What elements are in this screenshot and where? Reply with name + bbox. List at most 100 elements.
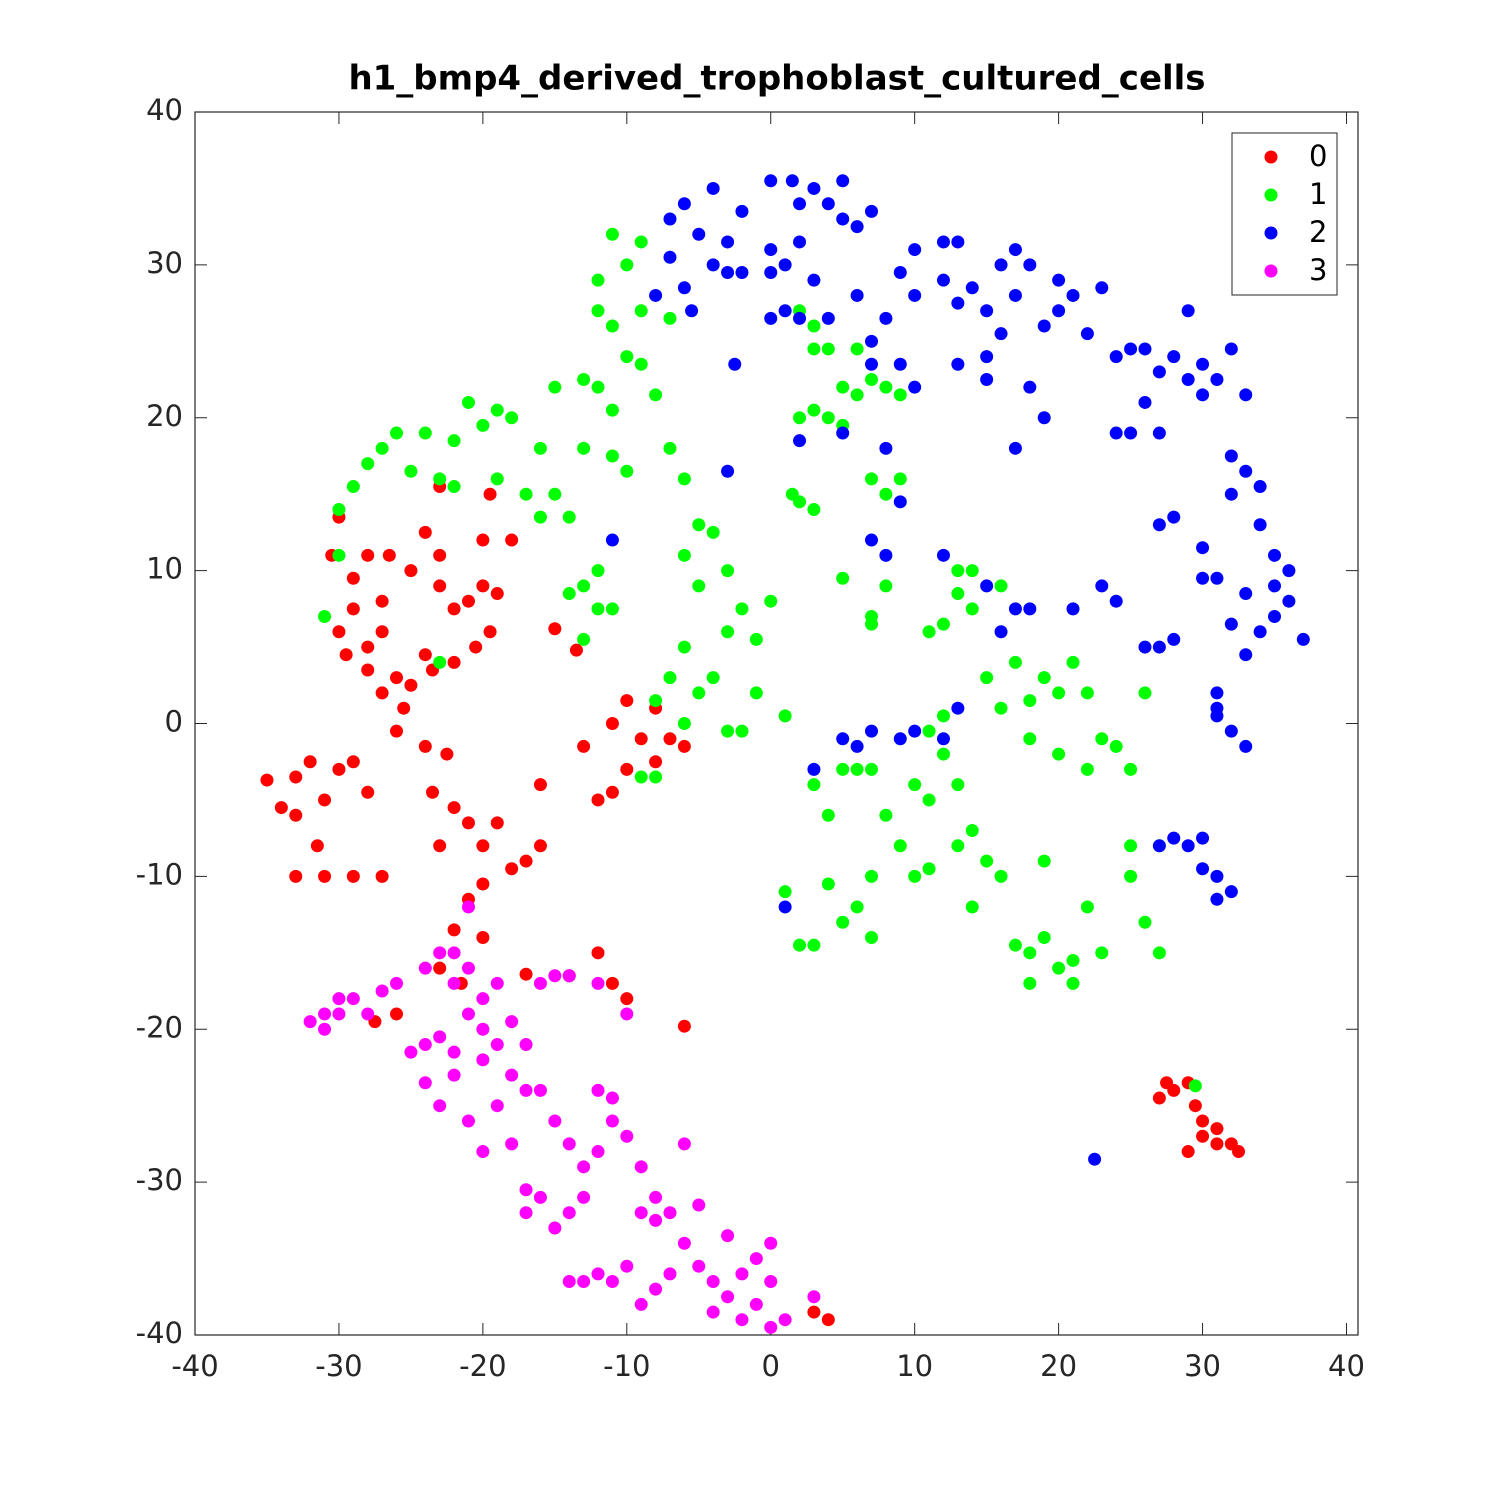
data-point bbox=[605, 976, 619, 990]
data-point bbox=[505, 411, 519, 425]
data-point bbox=[418, 1076, 432, 1090]
data-point bbox=[1138, 395, 1152, 409]
data-point bbox=[289, 869, 303, 883]
data-point bbox=[893, 266, 907, 280]
data-point bbox=[893, 839, 907, 853]
data-point bbox=[908, 288, 922, 302]
data-point bbox=[778, 258, 792, 272]
data-point bbox=[548, 380, 562, 394]
data-point bbox=[476, 877, 490, 891]
data-point bbox=[490, 587, 504, 601]
data-point bbox=[397, 701, 411, 715]
data-point bbox=[1066, 976, 1080, 990]
data-point bbox=[764, 1320, 778, 1334]
data-point bbox=[577, 632, 591, 646]
data-point bbox=[533, 510, 547, 524]
data-point bbox=[965, 564, 979, 578]
data-point bbox=[879, 548, 893, 562]
data-point bbox=[605, 319, 619, 333]
data-point bbox=[447, 946, 461, 960]
data-point bbox=[879, 579, 893, 593]
data-point bbox=[382, 548, 396, 562]
data-point bbox=[980, 579, 994, 593]
data-point bbox=[706, 258, 720, 272]
data-point bbox=[965, 900, 979, 914]
data-point bbox=[303, 1015, 317, 1029]
data-point bbox=[605, 1274, 619, 1288]
data-point bbox=[994, 579, 1008, 593]
data-point bbox=[1196, 1114, 1210, 1128]
data-point bbox=[836, 426, 850, 440]
data-point bbox=[390, 724, 404, 738]
data-point bbox=[994, 701, 1008, 715]
data-point bbox=[1008, 655, 1022, 669]
data-point bbox=[706, 1305, 720, 1319]
data-point bbox=[965, 824, 979, 838]
data-point bbox=[980, 854, 994, 868]
data-point bbox=[778, 900, 792, 914]
data-point bbox=[764, 243, 778, 257]
data-point bbox=[1080, 762, 1094, 776]
data-point bbox=[908, 243, 922, 257]
data-point bbox=[1066, 953, 1080, 967]
data-point bbox=[634, 235, 648, 249]
data-point bbox=[864, 533, 878, 547]
data-point bbox=[1239, 388, 1253, 402]
data-point bbox=[461, 900, 475, 914]
data-point bbox=[663, 250, 677, 264]
data-point bbox=[994, 258, 1008, 272]
data-point bbox=[821, 808, 835, 822]
data-point bbox=[1052, 273, 1066, 287]
data-point bbox=[533, 1083, 547, 1097]
data-point bbox=[1037, 411, 1051, 425]
data-point bbox=[677, 1137, 691, 1151]
x-tick-label: -30 bbox=[315, 1349, 362, 1383]
data-point bbox=[663, 441, 677, 455]
data-point bbox=[721, 724, 735, 738]
data-point bbox=[1152, 1091, 1166, 1105]
data-point bbox=[1224, 724, 1238, 738]
data-point bbox=[1023, 694, 1037, 708]
data-point bbox=[764, 594, 778, 608]
data-point bbox=[879, 311, 893, 325]
data-point bbox=[620, 1259, 634, 1273]
data-point bbox=[1052, 304, 1066, 318]
data-point bbox=[850, 900, 864, 914]
data-point bbox=[569, 643, 583, 657]
data-point bbox=[390, 1007, 404, 1021]
data-point bbox=[591, 946, 605, 960]
data-point bbox=[778, 304, 792, 318]
data-point bbox=[519, 854, 533, 868]
data-point bbox=[677, 281, 691, 295]
data-point bbox=[836, 380, 850, 394]
legend-box bbox=[1231, 132, 1338, 296]
data-point bbox=[951, 778, 965, 792]
data-point bbox=[605, 785, 619, 799]
data-point bbox=[677, 472, 691, 486]
data-point bbox=[375, 441, 389, 455]
data-point bbox=[1095, 579, 1109, 593]
data-point bbox=[1138, 915, 1152, 929]
data-point bbox=[649, 1213, 663, 1227]
data-point bbox=[908, 869, 922, 883]
data-point bbox=[404, 1045, 418, 1059]
data-point bbox=[375, 869, 389, 883]
data-point bbox=[1023, 258, 1037, 272]
data-point bbox=[620, 350, 634, 364]
data-point bbox=[1124, 426, 1138, 440]
data-point bbox=[418, 961, 432, 975]
data-point bbox=[375, 594, 389, 608]
data-point bbox=[605, 449, 619, 463]
data-point bbox=[447, 480, 461, 494]
x-tick-label: 0 bbox=[762, 1349, 780, 1383]
data-point bbox=[893, 472, 907, 486]
data-point bbox=[1296, 632, 1310, 646]
data-point bbox=[620, 1129, 634, 1143]
data-point bbox=[836, 915, 850, 929]
data-point bbox=[1080, 686, 1094, 700]
data-point bbox=[1196, 831, 1210, 845]
data-point bbox=[634, 304, 648, 318]
data-point bbox=[490, 1038, 504, 1052]
data-point bbox=[807, 502, 821, 516]
